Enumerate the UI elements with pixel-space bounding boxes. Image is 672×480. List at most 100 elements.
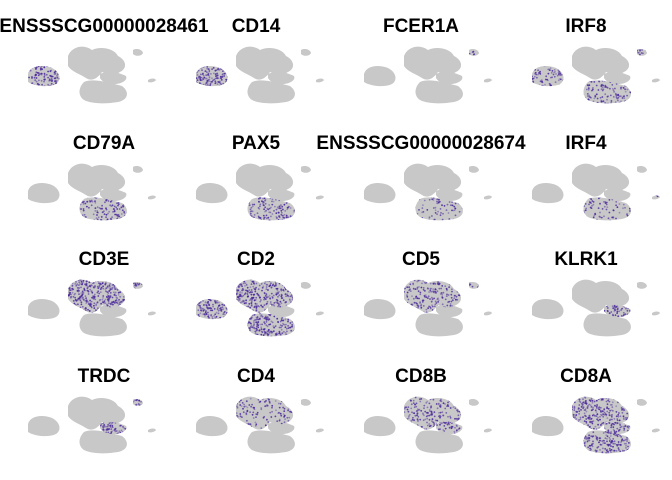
data-point (271, 296, 274, 299)
data-point (584, 409, 587, 411)
data-point (601, 428, 603, 430)
data-point (92, 213, 95, 216)
data-point (460, 420, 462, 423)
data-point (70, 308, 72, 311)
data-point (122, 203, 125, 206)
data-point (253, 320, 255, 322)
data-point (597, 423, 599, 426)
data-point (70, 280, 72, 283)
data-point (294, 214, 295, 217)
data-point (61, 79, 63, 81)
data-point (255, 282, 258, 285)
data-point (420, 286, 423, 289)
data-point (228, 316, 230, 318)
data-point (265, 288, 268, 290)
data-point (469, 282, 471, 284)
data-point (110, 431, 113, 434)
data-point (282, 319, 284, 322)
data-point (604, 85, 607, 88)
data-point (226, 66, 228, 67)
data-point (56, 75, 58, 77)
data-point (630, 430, 631, 433)
data-point (197, 309, 200, 312)
data-point (290, 291, 292, 294)
data-point (425, 311, 428, 313)
data-point (202, 309, 205, 312)
data-point (473, 289, 475, 291)
data-point (580, 409, 582, 411)
data-point (418, 408, 421, 411)
data-point (626, 440, 628, 443)
data-point (260, 219, 263, 221)
data-point (456, 281, 459, 283)
data-point (410, 403, 413, 406)
data-point (421, 217, 424, 219)
data-point (197, 66, 200, 69)
data-point (112, 208, 115, 210)
data-point (197, 84, 200, 86)
data-point (601, 410, 604, 413)
data-point (73, 302, 76, 305)
data-point (244, 306, 247, 309)
data-point (626, 395, 628, 397)
data-point (202, 74, 205, 77)
data-point (453, 209, 456, 211)
data-point (451, 201, 453, 204)
data-point (203, 304, 205, 306)
data-point (123, 283, 126, 286)
data-point (236, 400, 238, 402)
data-point (216, 83, 219, 85)
data-point (266, 302, 268, 305)
data-point (294, 197, 295, 199)
data-point (246, 423, 249, 425)
data-point (582, 431, 584, 433)
data-point (617, 93, 619, 96)
data-point (449, 304, 452, 307)
data-point (430, 311, 433, 313)
data-point (120, 213, 123, 215)
data-point (124, 276, 126, 278)
data-point (246, 419, 248, 422)
data-point (604, 394, 606, 396)
data-point (458, 427, 461, 430)
data-point (273, 315, 276, 318)
data-point (114, 428, 116, 431)
data-point (617, 447, 620, 449)
data-point (613, 440, 616, 443)
data-point (196, 74, 199, 76)
data-point (595, 407, 598, 410)
data-point (620, 88, 622, 90)
data-point (203, 318, 206, 320)
data-point (108, 297, 110, 300)
data-point (447, 401, 449, 404)
data-point (601, 96, 604, 98)
data-point (633, 94, 635, 96)
data-point (595, 415, 598, 417)
data-point (243, 302, 246, 305)
data-point (450, 427, 453, 430)
data-point (277, 321, 280, 324)
data-point (76, 283, 79, 285)
data-point (255, 416, 257, 418)
data-point (253, 299, 256, 302)
data-point (620, 436, 623, 438)
data-point (196, 70, 198, 73)
data-point (127, 312, 129, 314)
data-point (208, 70, 211, 72)
data-point (414, 403, 416, 406)
data-point (140, 282, 143, 283)
data-point (428, 277, 430, 279)
data-point (133, 282, 135, 283)
data-point (239, 415, 242, 418)
data-point (251, 334, 254, 336)
data-point (239, 420, 242, 423)
data-point (239, 291, 242, 293)
data-point (258, 305, 261, 308)
data-point (590, 395, 592, 397)
data-point (599, 96, 602, 99)
feature-panel: KLRK1 (532, 249, 660, 337)
data-point (280, 328, 283, 331)
data-point (434, 419, 437, 422)
data-point (613, 430, 616, 432)
data-point (599, 211, 601, 214)
